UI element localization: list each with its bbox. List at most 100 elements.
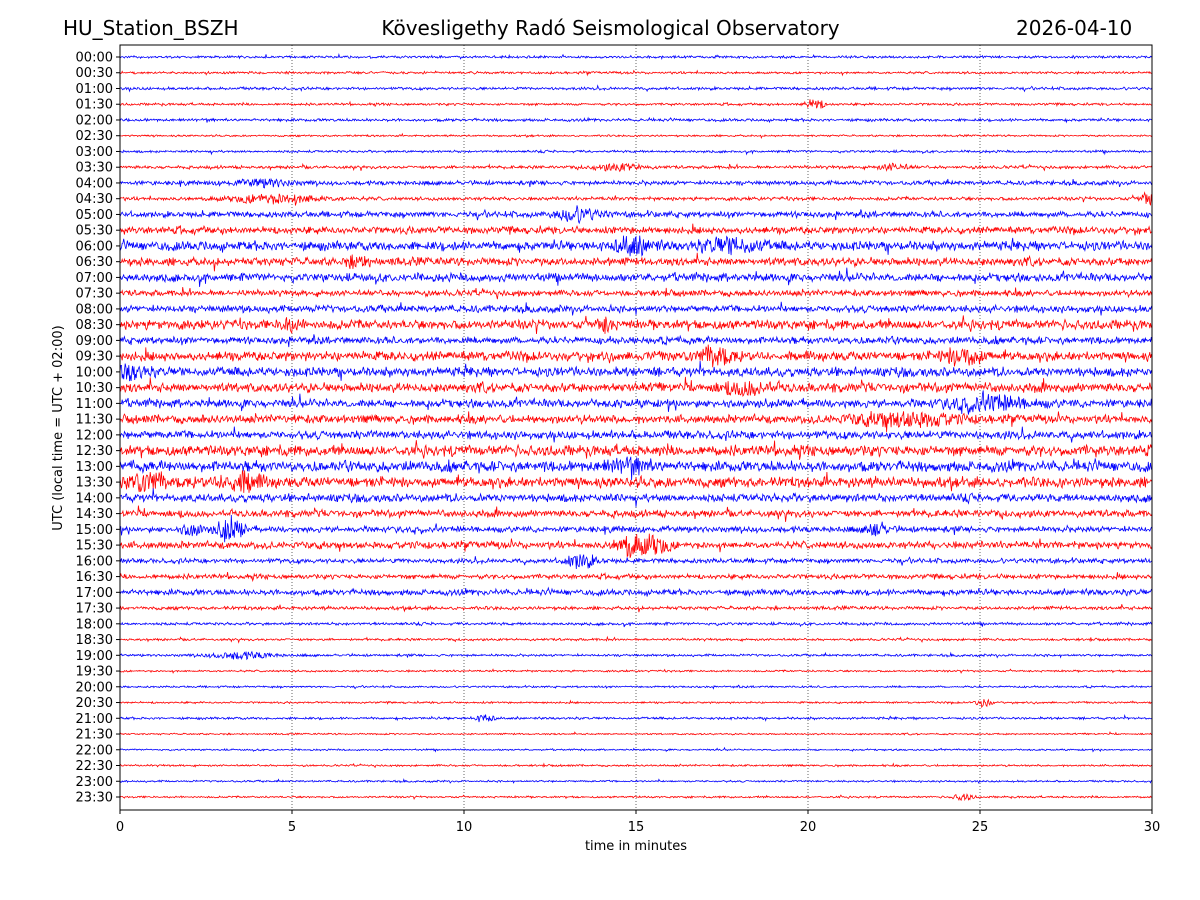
y-tick-label: 18:00 (76, 617, 113, 632)
trace-0530 (119, 223, 1152, 237)
trace-2000 (119, 684, 1153, 690)
trace-1400 (119, 488, 1153, 507)
y-tick-label: 00:00 (76, 51, 113, 66)
y-tick-label: 17:30 (76, 602, 113, 617)
y-tick-label: 08:00 (76, 302, 113, 317)
trace-1500 (119, 514, 1153, 543)
y-tick-label: 14:30 (76, 507, 113, 522)
y-tick-label: 12:30 (76, 444, 113, 459)
y-axis-label: UTC (local time = UTC + 02:00) (51, 325, 66, 530)
y-tick-label: 20:00 (76, 680, 113, 695)
y-tick-label: 03:30 (76, 161, 113, 176)
trace-2030 (119, 698, 1153, 709)
trace-1830 (119, 635, 1153, 644)
trace-0330 (119, 162, 1153, 173)
x-tick-label: 5 (288, 820, 296, 835)
trace-0830 (119, 315, 1153, 335)
trace-0630 (119, 252, 1153, 272)
trace-0800 (119, 301, 1153, 316)
y-tick-label: 21:30 (76, 728, 113, 743)
y-tick-label: 13:00 (76, 460, 113, 475)
y-tick-label: 01:00 (76, 82, 113, 97)
trace-2330 (119, 793, 1153, 802)
trace-1430 (119, 505, 1153, 522)
trace-1300 (119, 456, 1153, 481)
trace-0200 (119, 116, 1153, 124)
trace-1030 (119, 376, 1153, 398)
trace-1800 (119, 620, 1153, 628)
y-tick-label: 15:00 (76, 523, 113, 538)
y-tick-label: 04:00 (76, 176, 113, 191)
trace-0930 (119, 344, 1153, 368)
trace-0900 (119, 334, 1153, 348)
date-title: 2026-04-10 (1016, 16, 1133, 40)
trace-0000 (119, 52, 1153, 61)
trace-1230 (119, 440, 1153, 460)
x-tick-label: 20 (800, 820, 817, 835)
y-tick-label: 05:00 (76, 208, 113, 223)
y-tick-label: 20:30 (76, 696, 113, 711)
y-tick-label: 17:00 (76, 586, 113, 601)
trace-2200 (119, 746, 1153, 753)
x-tick-label: 25 (972, 820, 989, 835)
x-axis-label: time in minutes (585, 839, 687, 854)
trace-1200 (119, 426, 1153, 443)
y-tick-label: 00:30 (76, 66, 113, 81)
y-tick-label: 07:00 (76, 271, 113, 286)
y-tick-label: 22:30 (76, 759, 113, 774)
station-title: HU_Station_BSZH (63, 16, 239, 40)
trace-0400 (119, 177, 1153, 189)
trace-0500 (119, 205, 1153, 225)
y-tick-label: 06:30 (76, 255, 113, 270)
y-tick-label: 19:30 (76, 665, 113, 680)
y-tick-label: 01:30 (76, 98, 113, 113)
x-tick-label: 15 (628, 820, 645, 835)
y-tick-label: 11:30 (76, 413, 113, 428)
trace-1600 (119, 554, 1153, 570)
y-tick-label: 03:00 (76, 145, 113, 160)
y-tick-label: 14:00 (76, 491, 113, 506)
y-tick-label: 07:30 (76, 287, 113, 302)
y-tick-label: 21:00 (76, 712, 113, 727)
trace-0700 (119, 267, 1153, 287)
trace-1130 (119, 410, 1153, 433)
trace-1730 (119, 604, 1153, 613)
trace-0100 (119, 84, 1153, 93)
y-tick-label: 18:30 (76, 633, 113, 648)
y-tick-label: 23:30 (76, 791, 113, 806)
y-tick-label: 19:00 (76, 649, 113, 664)
y-tick-label: 16:30 (76, 570, 113, 585)
observatory-title: Kövesligethy Radó Seismological Observat… (381, 16, 840, 40)
trace-1930 (119, 668, 1153, 674)
y-tick-label: 02:00 (76, 113, 113, 128)
y-tick-label: 16:00 (76, 554, 113, 569)
y-tick-label: 23:00 (76, 775, 113, 790)
trace-1000 (119, 360, 1153, 382)
trace-1630 (119, 572, 1153, 583)
y-tick-label: 22:00 (76, 743, 113, 758)
y-tick-label: 13:30 (76, 476, 113, 491)
y-tick-label: 10:30 (76, 381, 113, 396)
x-tick-label: 0 (116, 820, 124, 835)
y-tick-label: 02:30 (76, 129, 113, 144)
y-tick-label: 09:30 (76, 350, 113, 365)
trace-1330 (119, 470, 1153, 493)
x-tick-label: 10 (456, 820, 473, 835)
x-tick-label: 30 (1144, 820, 1161, 835)
trace-0430 (119, 191, 1153, 206)
trace-1700 (119, 586, 1153, 598)
trace-0130 (119, 99, 1153, 109)
y-tick-label: 06:00 (76, 239, 113, 254)
y-tick-label: 08:30 (76, 318, 113, 333)
trace-0600 (119, 235, 1153, 257)
trace-1530 (119, 533, 1153, 558)
trace-1100 (119, 390, 1153, 415)
trace-2230 (119, 762, 1153, 769)
trace-2130 (119, 731, 1153, 736)
y-tick-label: 05:30 (76, 224, 113, 239)
trace-0300 (120, 148, 1153, 156)
y-tick-label: 12:00 (76, 428, 113, 443)
trace-0730 (119, 287, 1153, 300)
y-tick-label: 11:00 (76, 397, 113, 412)
